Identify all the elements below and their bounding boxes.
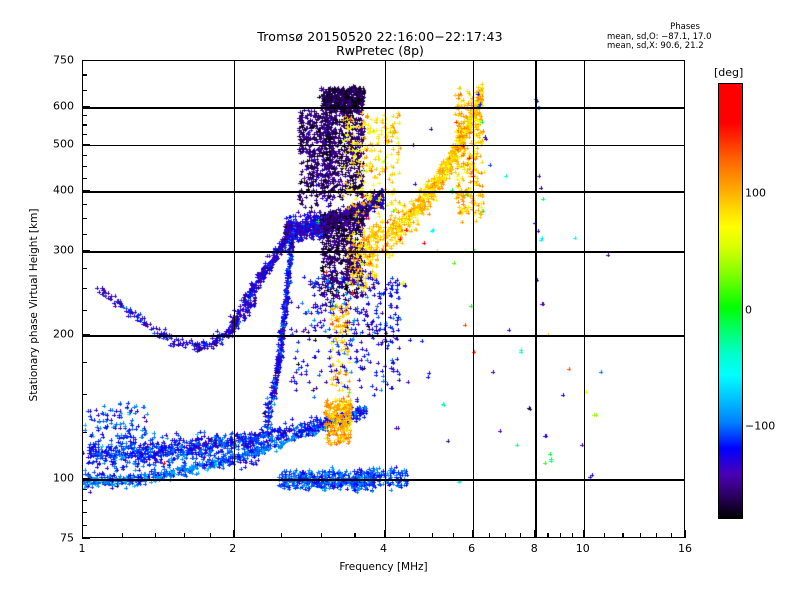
y-tick-minor xyxy=(82,524,87,526)
y-tick-minor xyxy=(82,488,87,491)
y-tick-minor xyxy=(82,394,87,396)
colorbar xyxy=(718,83,743,519)
gridline-horizontal xyxy=(83,107,684,109)
y-tick-minor xyxy=(82,500,87,502)
y-tick-label: 750 xyxy=(53,53,74,67)
x-tick-minor xyxy=(547,533,549,538)
x-tick-minor xyxy=(354,533,356,538)
y-tick-label: 100 xyxy=(53,471,74,485)
x-tick-major xyxy=(82,530,84,538)
x-tick-major xyxy=(383,530,385,538)
y-tick-label: 200 xyxy=(53,327,74,341)
x-axis-title: Frequency [MHz] xyxy=(339,561,428,573)
y-tick-label: 300 xyxy=(53,243,74,257)
y-tick-minor xyxy=(82,154,87,156)
phase-statistics-annotation: Phases mean, sd,O: −87.1, 17.0 mean, sd,… xyxy=(585,22,785,52)
x-tick-minor xyxy=(559,533,562,538)
y-tick-minor xyxy=(82,218,87,220)
colorbar-tick-label: 100 xyxy=(745,186,766,200)
x-tick-major xyxy=(232,530,234,538)
x-tick-minor xyxy=(670,533,673,538)
gridline-vertical xyxy=(384,61,386,537)
y-tick-minor xyxy=(82,512,87,514)
x-tick-minor xyxy=(432,533,434,538)
y-tick-minor xyxy=(82,309,87,312)
gridline-horizontal xyxy=(83,479,684,481)
x-tick-label: 4 xyxy=(380,542,387,555)
x-tick-minor xyxy=(505,533,507,538)
x-tick-minor xyxy=(655,533,658,538)
y-tick-minor xyxy=(82,268,87,270)
gridline-vertical xyxy=(535,61,537,537)
x-tick-minor xyxy=(209,533,212,538)
x-tick-label: 1 xyxy=(78,542,86,555)
y-tick-minor xyxy=(82,362,87,364)
phase-stats-o-mode: mean, sd,O: −87.1, 17.0 xyxy=(607,31,712,42)
x-tick-minor xyxy=(184,533,186,538)
gridline-horizontal xyxy=(83,145,684,147)
y-tick-label: 500 xyxy=(53,137,74,151)
y-tick-major xyxy=(82,144,90,146)
x-tick-major xyxy=(471,530,473,538)
x-tick-label: 8 xyxy=(530,542,538,555)
colorbar-unit-label: [deg] xyxy=(713,66,745,79)
x-tick-minor xyxy=(155,533,157,538)
y-tick-major xyxy=(82,60,90,62)
colorbar-tick-label: 0 xyxy=(745,303,752,317)
y-tick-minor xyxy=(82,74,87,76)
x-tick-minor xyxy=(622,533,624,538)
x-tick-label: 16 xyxy=(678,542,692,555)
y-tick-minor xyxy=(82,124,87,126)
x-tick-major xyxy=(685,530,687,538)
x-tick-major xyxy=(582,530,584,538)
y-tick-minor xyxy=(82,134,87,136)
gridline-horizontal xyxy=(83,251,684,253)
x-tick-major xyxy=(534,530,536,538)
x-tick-minor xyxy=(603,533,605,538)
plot-area xyxy=(82,60,686,539)
phase-stats-heading: Phases xyxy=(670,22,700,32)
gridline-vertical xyxy=(472,61,474,537)
y-tick-major xyxy=(82,190,90,192)
x-tick-minor xyxy=(571,533,573,538)
x-tick-minor xyxy=(121,533,123,538)
x-tick-label: 6 xyxy=(468,542,476,555)
gridline-horizontal xyxy=(83,335,684,337)
y-tick-minor xyxy=(82,288,87,290)
gridline-vertical xyxy=(233,61,236,537)
y-axis-title: Stationary phase Virtual Height [km] xyxy=(28,208,40,402)
y-tick-major xyxy=(82,538,90,540)
y-tick-minor xyxy=(82,177,87,180)
y-tick-major xyxy=(82,250,90,252)
x-tick-minor xyxy=(639,533,642,538)
plot-title: Tromsø 20150520 22:16:00−22:17:43 xyxy=(257,29,503,44)
x-tick-minor xyxy=(489,533,491,538)
y-tick-minor xyxy=(82,89,87,91)
y-tick-minor xyxy=(82,203,87,206)
y-tick-major xyxy=(82,106,90,108)
gridline-horizontal xyxy=(83,191,684,193)
x-tick-minor xyxy=(281,533,283,538)
x-tick-minor xyxy=(452,533,454,538)
x-tick-minor xyxy=(409,533,411,538)
x-tick-minor xyxy=(320,533,323,538)
y-tick-minor xyxy=(82,115,87,117)
x-tick-label: 10 xyxy=(575,542,590,555)
y-tick-minor xyxy=(82,166,87,168)
phase-stats-x-mode: mean, sd,X: 90.6, 21.2 xyxy=(607,41,704,51)
y-tick-label: 400 xyxy=(53,183,74,197)
colorbar-tick-label: −100 xyxy=(745,419,776,433)
x-tick-minor xyxy=(520,533,522,538)
y-tick-label: 75 xyxy=(60,531,74,545)
y-tick-label: 600 xyxy=(53,99,74,113)
y-tick-minor xyxy=(82,431,87,434)
x-tick-label: 2 xyxy=(229,542,237,555)
gridline-vertical xyxy=(583,61,586,537)
y-tick-minor xyxy=(82,233,87,235)
y-tick-major xyxy=(82,334,90,336)
y-tick-major xyxy=(82,478,90,480)
plot-subtitle: RwPretec (8p) xyxy=(336,43,424,58)
